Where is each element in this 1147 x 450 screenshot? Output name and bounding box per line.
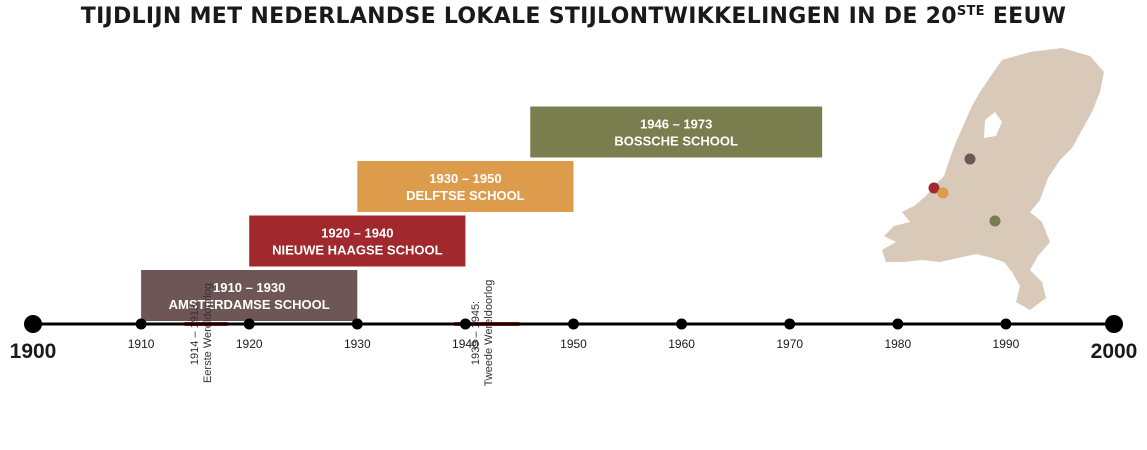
timeline-start-label: 1900 — [10, 340, 57, 363]
timeline-tick — [568, 318, 579, 330]
map-marker — [989, 215, 1001, 227]
map-marker — [964, 153, 976, 165]
title-tail: EEUW — [984, 4, 1067, 29]
timeline-end-dot — [1105, 315, 1123, 333]
netherlands-map — [882, 48, 1104, 310]
map-markers — [928, 153, 1001, 227]
timeline-tick — [1000, 318, 1012, 330]
timeline-tick — [784, 318, 796, 330]
ijsselmeer-water — [984, 112, 1002, 138]
war-label: 1914 – 1918: Eerste Wereldoorlog — [189, 283, 214, 383]
timeline-tick-label: 1990 — [993, 337, 1020, 351]
war-label-name: Tweede Wereldoorlog — [483, 280, 495, 387]
style-bar — [357, 161, 574, 212]
timeline-end-label: 2000 — [1091, 340, 1138, 363]
style-years-label: 1930 – 1950 — [429, 171, 501, 186]
war-label-years: 1939 – 1945: — [470, 301, 482, 365]
title-superscript: STE — [956, 4, 985, 19]
timeline-tick — [676, 318, 688, 330]
timeline-tick-label: 1930 — [344, 337, 371, 351]
war-label: 1939 – 1945: Tweede Wereldoorlog — [470, 280, 495, 387]
style-years-label: 1920 – 1940 — [321, 226, 393, 241]
netherlands-map-shape — [882, 48, 1104, 310]
timeline-tick — [459, 318, 471, 330]
timeline-tick-label: 1920 — [236, 337, 263, 351]
timeline-axis: 1900 2000 1910 1920 1930 1940 1950 1960 1970 1980… — [10, 315, 1138, 363]
map-marker — [937, 187, 949, 199]
style-bar — [141, 270, 358, 321]
timeline-tick-label: 1970 — [776, 337, 803, 351]
timeline-tick — [135, 318, 147, 330]
style-bar — [249, 215, 466, 267]
timeline-tick-label: 1960 — [668, 337, 695, 351]
style-bars: 1910 – 1930 AMSTERDAMSE SCHOOL 1920 – 1940… — [141, 106, 823, 321]
style-bar — [530, 106, 823, 158]
style-name-label: BOSSCHE SCHOOL — [614, 134, 738, 149]
war-label-name: Eerste Wereldoorlog — [202, 283, 214, 383]
timeline-tick-label: 1980 — [884, 337, 911, 351]
style-name-label: AMSTERDAMSE SCHOOL — [169, 297, 330, 312]
style-name-label: NIEUWE HAAGSE SCHOOL — [272, 243, 443, 258]
timeline-tick-label: 1910 — [128, 337, 155, 351]
style-years-label: 1910 – 1930 — [213, 280, 285, 295]
timeline-start-dot — [24, 315, 42, 333]
style-years-label: 1946 – 1973 — [640, 117, 712, 132]
title-main: TIJDLIJN MET NEDERLANDSE LOKALE STIJLONT… — [80, 4, 957, 29]
timeline-tick-label: 1950 — [560, 337, 587, 351]
style-name-label: DELFTSE SCHOOL — [406, 188, 525, 203]
war-label-years: 1914 – 1918: — [189, 301, 201, 365]
map-marker — [928, 182, 940, 194]
timeline-tick — [243, 318, 255, 330]
timeline-tick — [351, 318, 363, 330]
timeline-tick — [892, 318, 904, 330]
page-title: TIJDLIJN MET NEDERLANDSE LOKALE STIJLONT… — [0, 4, 1147, 29]
timeline-tick-label: 1940 — [452, 337, 479, 351]
